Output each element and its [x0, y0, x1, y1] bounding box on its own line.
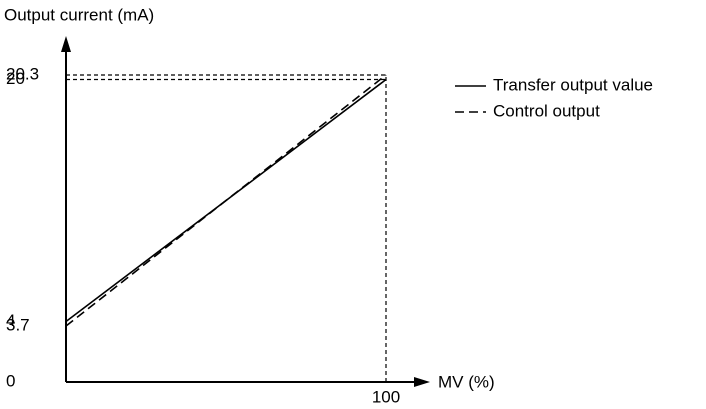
y-axis-label: Output current (mA)	[4, 5, 154, 24]
legend-label: Control output	[493, 101, 600, 120]
x-tick-label: 100	[372, 387, 400, 406]
x-axis-label: MV (%)	[438, 372, 495, 391]
y-tick-label: 4	[6, 311, 15, 330]
y-tick-label: 20.3	[6, 64, 39, 83]
y-tick-label: 20	[6, 69, 25, 88]
y-tick-label: 3.7	[6, 316, 30, 335]
y-tick-label: 0	[6, 371, 15, 390]
legend-label: Transfer output value	[493, 75, 653, 94]
x-axis-arrow	[414, 377, 430, 387]
series-line	[65, 74, 387, 327]
y-axis-arrow	[61, 36, 71, 52]
